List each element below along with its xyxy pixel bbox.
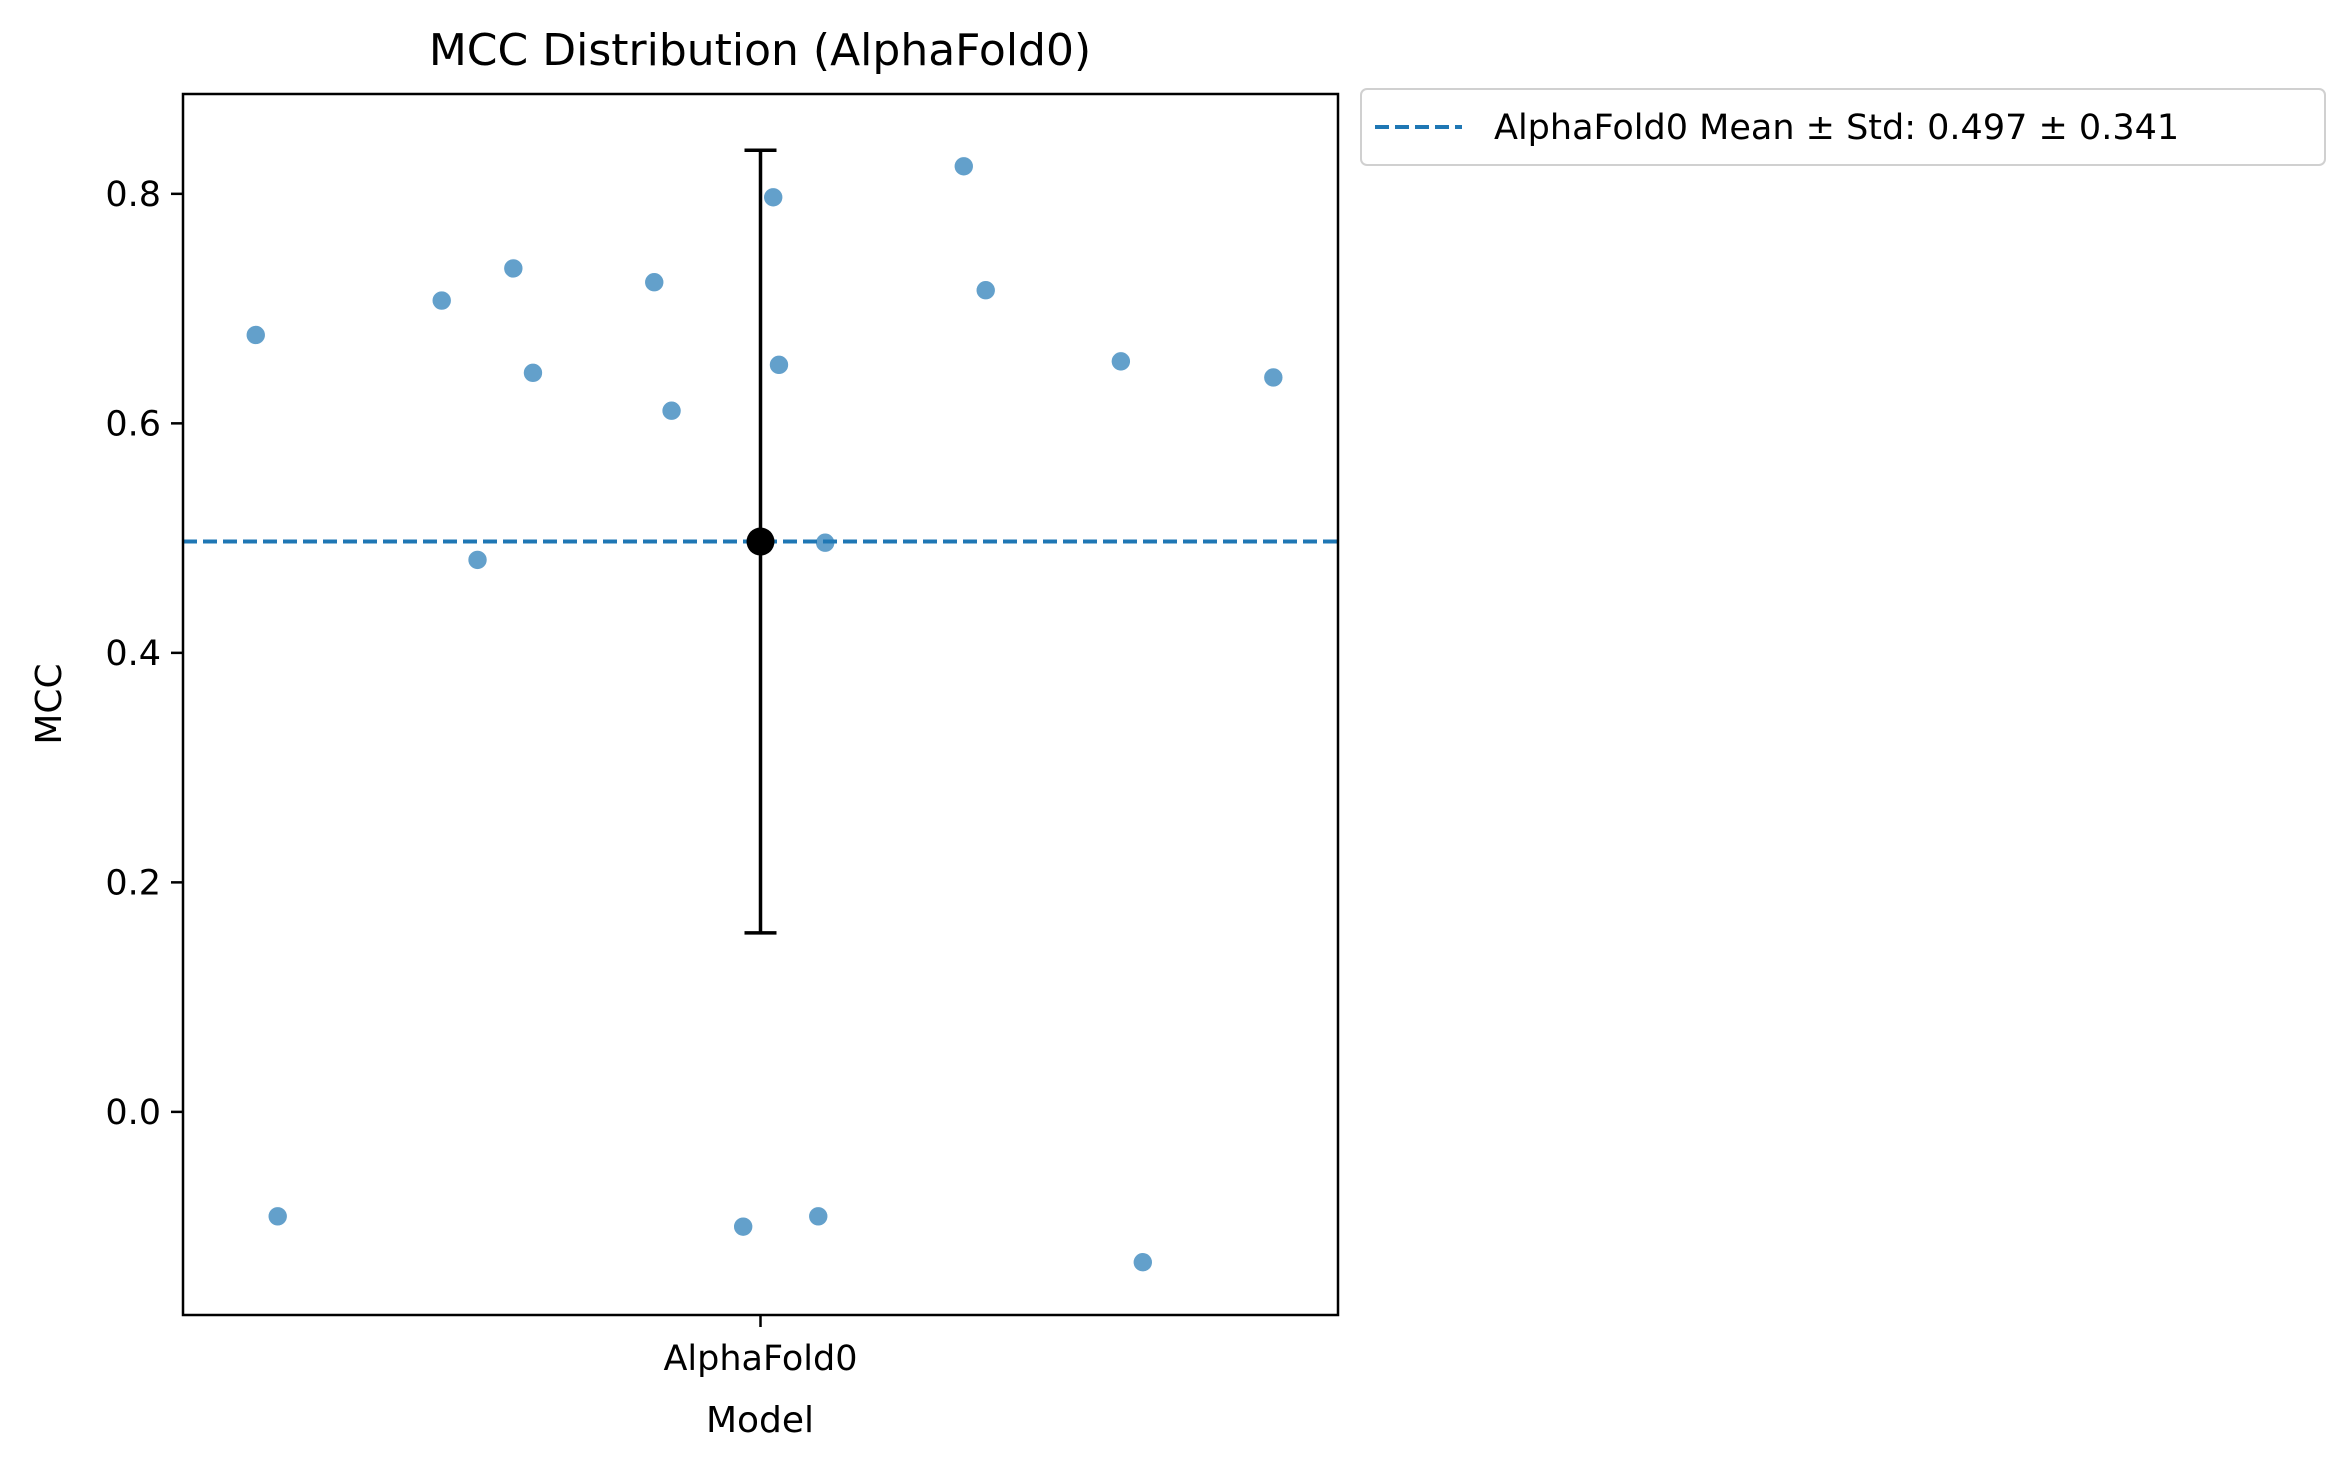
x-axis: AlphaFold0	[663, 1315, 858, 1379]
y-axis-label: MCC	[29, 663, 70, 744]
data-point	[763, 187, 784, 208]
legend: AlphaFold0 Mean ± Std: 0.497 ± 0.341	[1360, 88, 2326, 166]
data-point	[467, 550, 488, 570]
data-point	[733, 1216, 753, 1237]
data-point	[523, 363, 543, 383]
data-point	[644, 272, 665, 292]
data-point	[769, 355, 789, 375]
data-point	[808, 1206, 829, 1227]
y-tick-label: 0.2	[105, 863, 161, 903]
data-point	[431, 290, 452, 311]
x-axis-label: Model	[706, 1400, 814, 1441]
data-points	[245, 156, 1284, 1273]
y-axis: 0.0 0.2 0.4 0.6 0.8	[105, 175, 183, 1133]
data-point	[267, 1206, 288, 1227]
mean-marker	[746, 527, 775, 556]
x-tick-label: AlphaFold0	[663, 1339, 857, 1379]
plot-area	[183, 148, 1338, 1273]
data-point	[661, 400, 682, 421]
data-point	[1133, 1252, 1153, 1273]
data-point	[953, 156, 974, 177]
data-point	[1111, 351, 1131, 372]
y-tick-label: 0.0	[105, 1093, 161, 1133]
data-point	[1263, 367, 1284, 388]
data-point	[975, 280, 996, 301]
y-tick-label: 0.6	[105, 404, 161, 444]
y-tick-label: 0.4	[105, 634, 161, 674]
y-tick-label: 0.8	[105, 175, 161, 215]
data-point	[245, 325, 266, 345]
data-point	[503, 258, 524, 279]
chart-title: MCC Distribution (AlphaFold0)	[429, 25, 1091, 76]
error-bar	[744, 148, 777, 935]
legend-frame	[1360, 88, 2326, 166]
legend-label: AlphaFold0 Mean ± Std: 0.497 ± 0.341	[1494, 108, 2179, 148]
